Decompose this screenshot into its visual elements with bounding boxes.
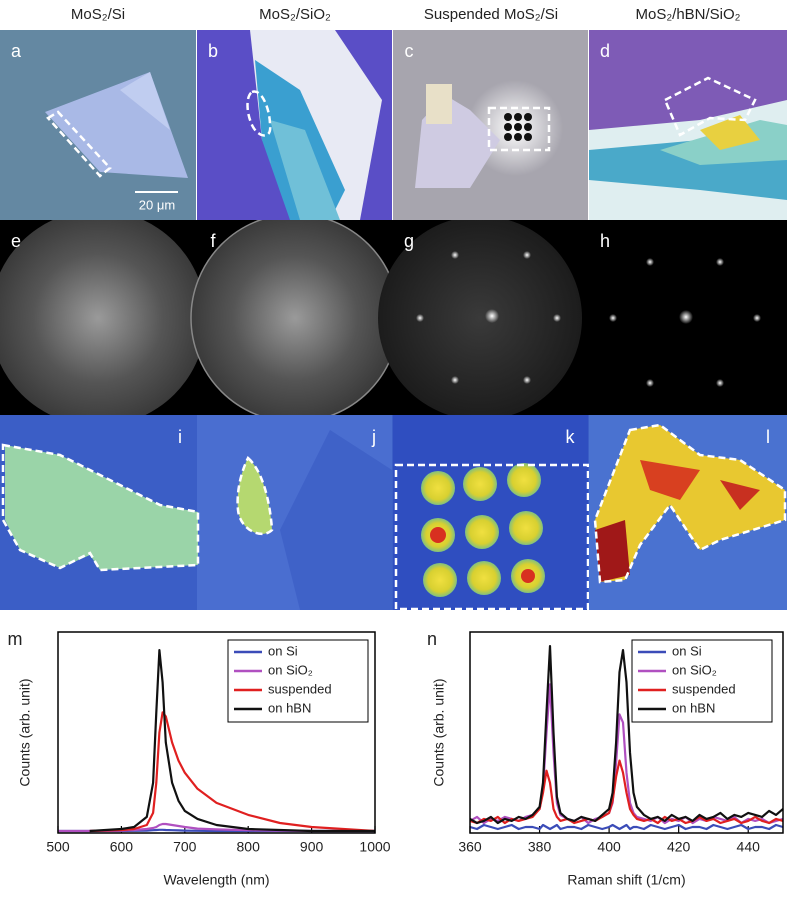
plot-frame: [57, 631, 376, 834]
x-tick-label: 440: [737, 839, 761, 855]
x-tick-label: 700: [173, 839, 197, 855]
titles: MoS₂/Si MoS₂/SiO₂ Suspended MoS₂/Si MoS₂…: [71, 6, 741, 212]
legend-label: on Si: [268, 643, 298, 658]
charts: 500 600 700 800 900 1000 on Si on SiO₂ suspended…: [8, 629, 784, 888]
diffraction-images: [0, 220, 787, 415]
x-tick-label: 380: [528, 839, 552, 855]
legend-box: [631, 639, 773, 723]
series-line: [469, 645, 784, 825]
optical-images: [0, 30, 787, 220]
panel-label: g: [404, 231, 414, 251]
legend-label: on SiO₂: [672, 662, 717, 677]
panel-labels: a b c d e f g h i j k l: [11, 41, 770, 447]
panel-label: k: [566, 427, 576, 447]
y-axis-label: Counts (arb. unit): [17, 678, 33, 786]
panel-label: e: [11, 231, 21, 251]
panel-label: m: [8, 629, 23, 649]
legend-label: on hBN: [268, 700, 311, 715]
x-tick-label: 500: [46, 839, 70, 855]
panel-label: n: [427, 629, 437, 649]
legend-box: [227, 639, 369, 723]
panel-label: c: [405, 41, 414, 61]
y-axis-label: Counts (arb. unit): [431, 678, 447, 786]
panel-label: a: [11, 41, 22, 61]
x-tick-label: 400: [597, 839, 621, 855]
series-line: [469, 823, 784, 831]
legend-label: on SiO₂: [268, 662, 313, 677]
x-tick-label: 1000: [359, 839, 390, 855]
series-line: [469, 683, 784, 825]
x-tick-label: 800: [237, 839, 261, 855]
column-title: MoS₂/hBN/SiO₂: [635, 6, 740, 23]
panel-label: l: [766, 427, 770, 447]
series-line: [89, 711, 376, 833]
column-title: MoS₂/SiO₂: [259, 6, 331, 23]
plot-frame: [469, 631, 784, 834]
scale-bar-label: 20 μm: [139, 197, 175, 212]
x-axis-label: Wavelength (nm): [163, 872, 269, 888]
legend-label: suspended: [672, 681, 736, 696]
x-axis-label: Raman shift (1/cm): [567, 872, 685, 888]
legend-label: on Si: [672, 643, 702, 658]
panel-label: i: [178, 427, 182, 447]
x-tick-label: 600: [110, 839, 134, 855]
panel-label: h: [600, 231, 610, 251]
panel-label: f: [210, 231, 216, 251]
x-tick-label: 420: [667, 839, 691, 855]
x-tick-label: 900: [300, 839, 324, 855]
panel-label: d: [600, 41, 610, 61]
legend-label: on hBN: [672, 700, 715, 715]
series-line: [469, 759, 784, 825]
panel-label: j: [371, 427, 376, 447]
series-line: [89, 649, 375, 833]
pl-maps: [0, 415, 787, 611]
column-title: MoS₂/Si: [71, 6, 125, 23]
column-title: Suspended MoS₂/Si: [424, 6, 558, 23]
legend-label: suspended: [268, 681, 332, 696]
x-tick-label: 360: [458, 839, 482, 855]
panel-label: b: [208, 41, 218, 61]
